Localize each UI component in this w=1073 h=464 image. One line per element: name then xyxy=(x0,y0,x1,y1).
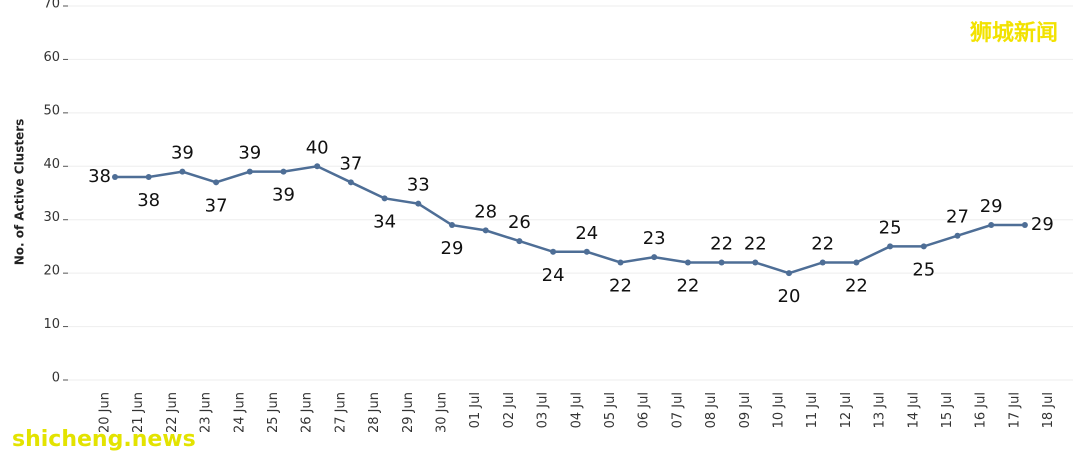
data-label: 25 xyxy=(912,259,935,280)
y-tick-label: 40 xyxy=(43,157,60,172)
x-tick-label: 29 Jun xyxy=(401,392,416,433)
point xyxy=(651,254,658,261)
point xyxy=(887,243,894,250)
x-tick-label: 14 Jul xyxy=(906,392,921,428)
x-tick-label: 04 Jul xyxy=(569,392,584,428)
data-label: 22 xyxy=(676,275,699,296)
point xyxy=(1021,222,1028,229)
point xyxy=(516,238,523,245)
x-tick-label: 26 Jun xyxy=(300,392,315,433)
point xyxy=(213,179,220,186)
data-label: 24 xyxy=(542,265,565,286)
data-label: 22 xyxy=(744,233,767,254)
data-label: 37 xyxy=(339,153,362,174)
x-tick-label: 18 Jul xyxy=(1041,392,1056,428)
y-tick-label: 50 xyxy=(43,103,60,118)
y-axis-label: No. of Active Clusters xyxy=(13,119,27,266)
data-label: 28 xyxy=(474,201,497,222)
point xyxy=(280,168,287,175)
data-label: 27 xyxy=(946,207,969,228)
x-tick-label: 21 Jun xyxy=(131,392,146,433)
point xyxy=(786,270,792,277)
data-label: 24 xyxy=(575,223,598,244)
point xyxy=(920,243,927,250)
data-label: 37 xyxy=(205,195,228,216)
data-label: 22 xyxy=(609,275,632,296)
x-tick-label: 23 Jun xyxy=(199,392,214,433)
point xyxy=(550,248,557,255)
data-label: 39 xyxy=(272,185,295,206)
point xyxy=(449,222,455,229)
y-tick-label: 20 xyxy=(43,264,60,279)
data-label: 34 xyxy=(373,211,396,232)
x-tick-label: 24 Jun xyxy=(232,392,247,433)
data-label: 39 xyxy=(238,143,261,164)
point xyxy=(954,232,961,239)
data-label: 38 xyxy=(137,190,160,211)
x-tick-label: 16 Jul xyxy=(974,392,989,428)
data-label: 22 xyxy=(845,275,868,296)
y-tick-label: 60 xyxy=(43,50,60,65)
data-label: 33 xyxy=(407,175,430,196)
point xyxy=(246,168,253,175)
x-tick-label: 30 Jun xyxy=(435,392,450,433)
point xyxy=(314,163,321,170)
watermark: shicheng.news xyxy=(12,427,196,452)
x-tick-label: 02 Jul xyxy=(502,392,517,428)
x-tick-label: 06 Jul xyxy=(637,392,652,428)
data-label: 25 xyxy=(879,217,902,238)
watermark: 狮城新闻 xyxy=(970,20,1058,46)
data-label: 26 xyxy=(508,212,531,233)
line xyxy=(115,164,1025,275)
x-tick-label: 08 Jul xyxy=(704,392,719,428)
x-tick-label: 27 Jun xyxy=(333,392,348,433)
x-tick-label: 07 Jul xyxy=(670,392,685,428)
data-label: 22 xyxy=(710,233,733,254)
y-tick-label: 70 xyxy=(43,0,60,12)
data-label: 20 xyxy=(778,286,801,307)
point xyxy=(112,173,118,180)
data-label: 38 xyxy=(88,166,111,187)
data-label: 29 xyxy=(441,238,464,259)
y-tick-label: 30 xyxy=(43,210,60,225)
y-tick-label: 0 xyxy=(52,371,60,386)
data-label: 29 xyxy=(980,196,1003,217)
data-label: 22 xyxy=(811,233,834,254)
point xyxy=(145,173,152,180)
point xyxy=(347,179,354,186)
data-label: 40 xyxy=(306,137,329,158)
x-tick-label: 25 Jun xyxy=(266,392,281,433)
data-label: 29 xyxy=(1031,214,1054,235)
x-tick-label: 09 Jul xyxy=(738,392,753,428)
point xyxy=(415,200,422,207)
x-tick-label: 03 Jul xyxy=(536,392,551,428)
point xyxy=(381,195,388,202)
x-tick-label: 10 Jul xyxy=(772,392,787,428)
x-tick-label: 22 Jun xyxy=(165,392,180,433)
x-tick-label: 15 Jul xyxy=(940,392,955,428)
x-tick-label: 13 Jul xyxy=(873,392,888,428)
point xyxy=(819,259,826,266)
x-tick-label: 12 Jul xyxy=(839,392,854,428)
data-label: 23 xyxy=(643,228,666,249)
y-tick-label: 10 xyxy=(43,317,60,332)
x-tick-label: 20 Jun xyxy=(98,392,113,433)
point xyxy=(853,259,860,266)
point xyxy=(752,259,759,266)
point xyxy=(718,259,725,266)
point xyxy=(684,259,691,266)
point xyxy=(617,259,624,266)
data-label: 39 xyxy=(171,143,194,164)
point xyxy=(482,227,489,234)
x-tick-label: 11 Jul xyxy=(805,392,820,428)
point xyxy=(583,248,590,255)
x-tick-label: 17 Jul xyxy=(1007,392,1022,428)
point xyxy=(988,222,995,229)
x-tick-label: 28 Jun xyxy=(367,392,382,433)
x-tick-label: 01 Jul xyxy=(468,392,483,428)
x-tick-label: 05 Jul xyxy=(603,392,618,428)
point xyxy=(179,168,186,175)
